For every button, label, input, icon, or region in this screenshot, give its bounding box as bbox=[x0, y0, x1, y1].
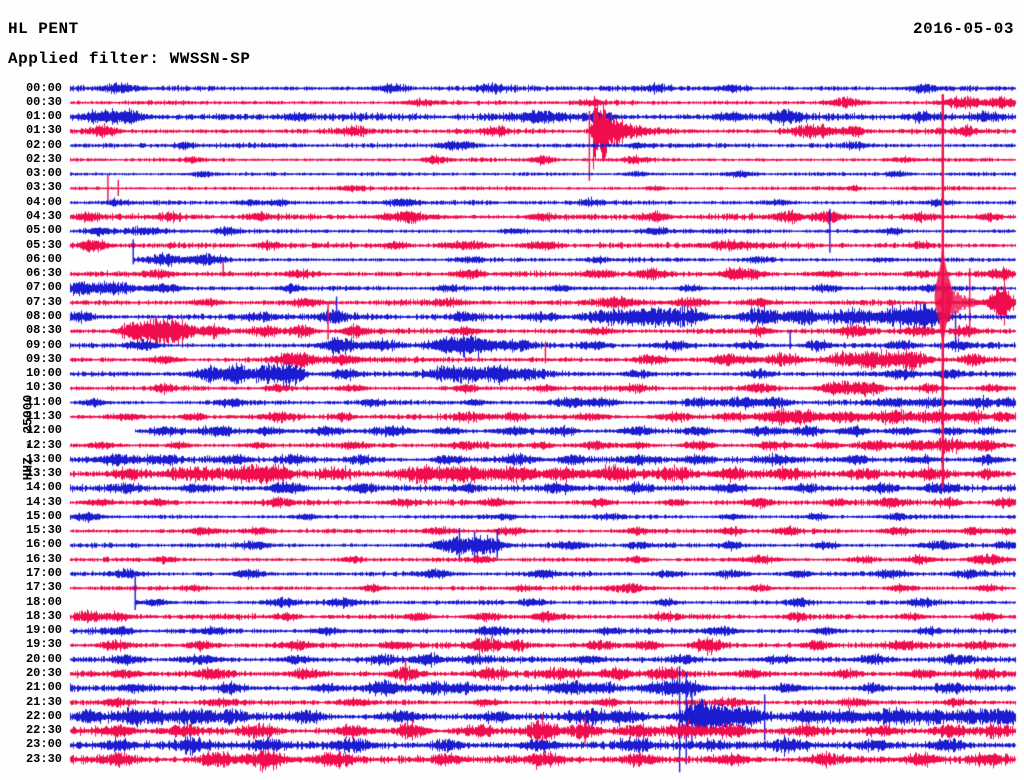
time-label: 04:30 bbox=[25, 209, 62, 224]
time-label: 03:30 bbox=[25, 180, 62, 195]
time-label: 10:00 bbox=[25, 366, 62, 381]
time-label: 14:00 bbox=[25, 480, 62, 495]
time-label: 15:30 bbox=[25, 523, 62, 538]
time-label: 13:00 bbox=[25, 451, 62, 466]
time-label: 11:30 bbox=[25, 408, 62, 423]
time-label: 04:00 bbox=[25, 194, 62, 209]
time-label: 12:00 bbox=[25, 423, 62, 438]
filter-label: Applied filter: WWSSN-SP bbox=[8, 50, 251, 68]
station-name: HL PENT bbox=[8, 20, 79, 38]
time-label: 13:30 bbox=[25, 466, 62, 481]
time-label: 16:00 bbox=[25, 537, 62, 552]
time-label: 01:00 bbox=[25, 109, 62, 124]
time-label: 00:00 bbox=[25, 80, 62, 95]
date-label: 2016-05-03 bbox=[912, 20, 1014, 38]
time-label: 20:00 bbox=[25, 651, 62, 666]
time-label: 09:30 bbox=[25, 351, 62, 366]
time-label: 15:00 bbox=[25, 508, 62, 523]
time-label: 23:30 bbox=[25, 751, 62, 766]
time-label: 10:30 bbox=[25, 380, 62, 395]
time-label: 21:30 bbox=[25, 694, 62, 709]
time-label: 02:30 bbox=[25, 151, 62, 166]
time-label: 02:00 bbox=[25, 137, 62, 152]
time-label: 08:30 bbox=[25, 323, 62, 338]
time-label: 18:00 bbox=[25, 594, 62, 609]
time-label: 17:00 bbox=[25, 566, 62, 581]
time-label: 12:30 bbox=[25, 437, 62, 452]
time-label: 00:30 bbox=[25, 94, 62, 109]
time-label: 19:30 bbox=[25, 637, 62, 652]
time-label: 20:30 bbox=[25, 665, 62, 680]
time-label: 06:30 bbox=[25, 266, 62, 281]
time-label: 22:30 bbox=[25, 723, 62, 738]
time-label: 07:30 bbox=[25, 294, 62, 309]
time-label: 06:00 bbox=[25, 251, 62, 266]
time-label: 09:00 bbox=[25, 337, 62, 352]
time-label: 19:00 bbox=[25, 623, 62, 638]
time-label: 18:30 bbox=[25, 608, 62, 623]
time-label: 08:00 bbox=[25, 308, 62, 323]
time-label: 03:00 bbox=[25, 166, 62, 181]
time-label: 11:00 bbox=[25, 394, 62, 409]
time-label: 17:30 bbox=[25, 580, 62, 595]
time-label: 05:00 bbox=[25, 223, 62, 238]
time-label: 21:00 bbox=[25, 680, 62, 695]
time-label: 07:00 bbox=[25, 280, 62, 295]
time-label: 16:30 bbox=[25, 551, 62, 566]
time-label: 01:30 bbox=[25, 123, 62, 138]
time-label: 22:00 bbox=[25, 708, 62, 723]
time-label: 14:30 bbox=[25, 494, 62, 509]
time-label: 23:00 bbox=[25, 737, 62, 752]
time-label: 05:30 bbox=[25, 237, 62, 252]
